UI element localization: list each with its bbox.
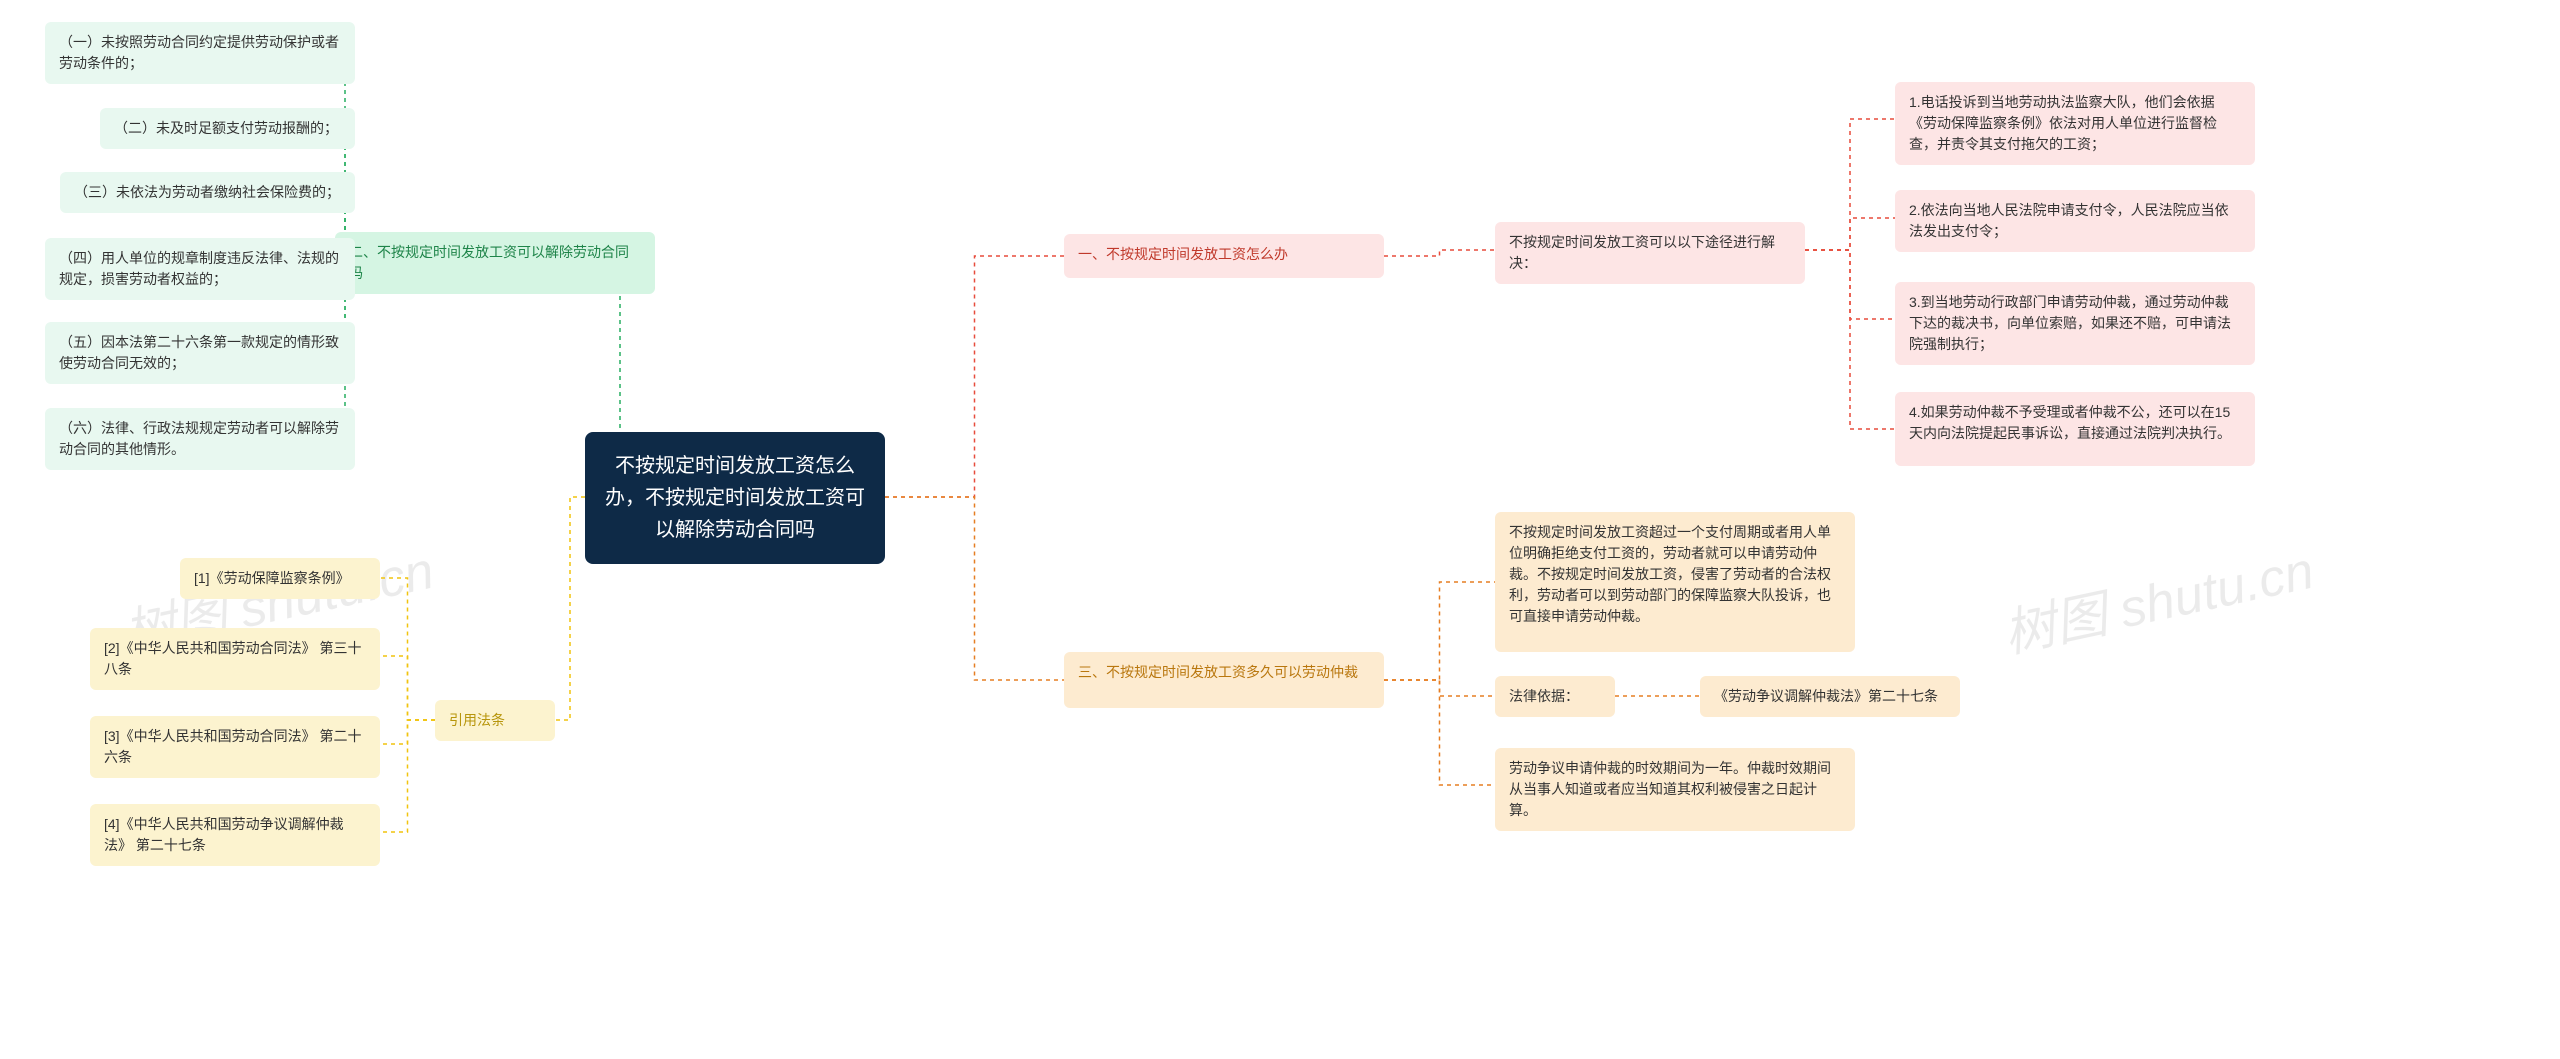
mindmap-node: （二）未及时足额支付劳动报酬的； — [100, 108, 355, 149]
mindmap-node: 《劳动争议调解仲裁法》第二十七条 — [1700, 676, 1960, 717]
mindmap-node: 一、不按规定时间发放工资怎么办 — [1064, 234, 1384, 278]
mindmap-node: [1]《劳动保障监察条例》 — [180, 558, 380, 599]
mindmap-node: [2]《中华人民共和国劳动合同法》 第三十八条 — [90, 628, 380, 690]
mindmap-node: [4]《中华人民共和国劳动争议调解仲裁法》 第二十七条 — [90, 804, 380, 866]
mindmap-node: （三）未依法为劳动者缴纳社会保险费的； — [60, 172, 355, 213]
watermark: 树图 shutu.cn — [1996, 528, 2320, 667]
mindmap-node: 1.电话投诉到当地劳动执法监察大队，他们会依据《劳动保障监察条例》依法对用人单位… — [1895, 82, 2255, 165]
mindmap-node: （一）未按照劳动合同约定提供劳动保护或者劳动条件的； — [45, 22, 355, 84]
mindmap-node: （四）用人单位的规章制度违反法律、法规的规定，损害劳动者权益的； — [45, 238, 355, 300]
mindmap-node: 二、不按规定时间发放工资可以解除劳动合同吗 — [335, 232, 655, 294]
mindmap-node: 法律依据： — [1495, 676, 1615, 717]
mindmap-node: 三、不按规定时间发放工资多久可以劳动仲裁 — [1064, 652, 1384, 708]
mindmap-node: 3.到当地劳动行政部门申请劳动仲裁，通过劳动仲裁下达的裁决书，向单位索赔，如果还… — [1895, 282, 2255, 365]
mindmap-node: 不按规定时间发放工资可以以下途径进行解决： — [1495, 222, 1805, 284]
mindmap-node: （六）法律、行政法规规定劳动者可以解除劳动合同的其他情形。 — [45, 408, 355, 470]
mindmap-node: 4.如果劳动仲裁不予受理或者仲裁不公，还可以在15天内向法院提起民事诉讼，直接通… — [1895, 392, 2255, 466]
mindmap-node: [3]《中华人民共和国劳动合同法》 第二十六条 — [90, 716, 380, 778]
mindmap-node: 劳动争议申请仲裁的时效期间为一年。仲裁时效期间从当事人知道或者应当知道其权利被侵… — [1495, 748, 1855, 831]
mindmap-node: 2.依法向当地人民法院申请支付令，人民法院应当依法发出支付令； — [1895, 190, 2255, 252]
mindmap-node: 不按规定时间发放工资超过一个支付周期或者用人单位明确拒绝支付工资的，劳动者就可以… — [1495, 512, 1855, 652]
mindmap-node: （五）因本法第二十六条第一款规定的情形致使劳动合同无效的； — [45, 322, 355, 384]
center-node: 不按规定时间发放工资怎么办，不按规定时间发放工资可以解除劳动合同吗 — [585, 432, 885, 564]
mindmap-node: 引用法条 — [435, 700, 555, 741]
